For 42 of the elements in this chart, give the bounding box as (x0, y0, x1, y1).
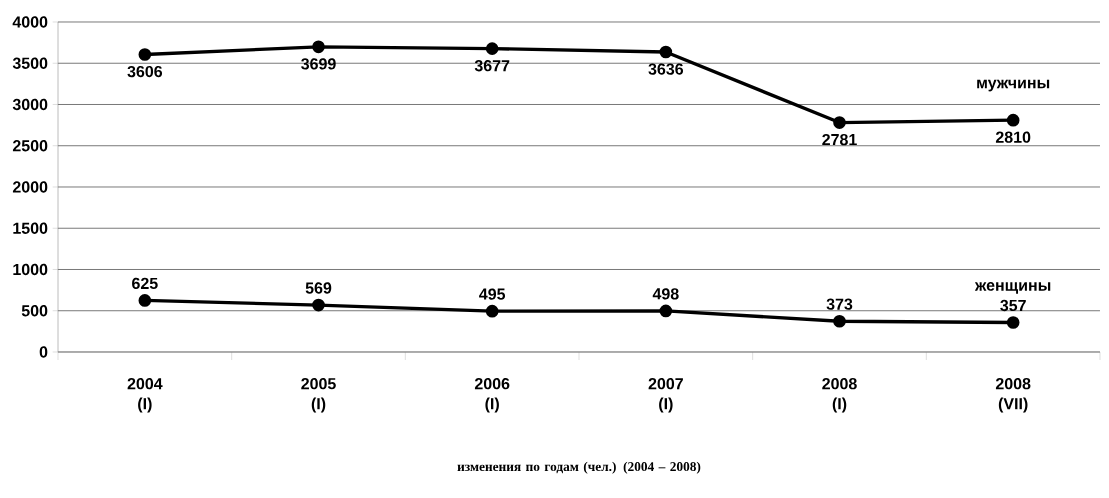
point (138, 294, 152, 307)
data-label: 357 (1000, 299, 1026, 312)
data-label: 373 (826, 298, 853, 310)
point (312, 40, 325, 54)
x-tick-label: 2004 (I) (127, 378, 163, 413)
point (659, 45, 673, 59)
y-tick-label: 2500 (12, 140, 48, 152)
data-label: 495 (479, 288, 506, 300)
data-label: 3677 (474, 60, 510, 72)
point (138, 48, 152, 61)
x-tick-label: 2008 (VII) (995, 378, 1031, 413)
point (485, 42, 499, 55)
x-axis-title: изменения по годам (чел.) (2004 – 2008) (457, 461, 701, 474)
point (1006, 316, 1020, 329)
x-tick-label: 2008 (I) (822, 378, 857, 413)
y-tick-label: 500 (21, 305, 48, 317)
point (833, 116, 846, 129)
series-label: мужчины (977, 79, 1050, 92)
y-tick-label: 3500 (12, 57, 48, 69)
y-tick-label: 1500 (13, 222, 48, 234)
data-label: 3606 (127, 65, 163, 78)
x-tick-label: 2007 (I) (648, 378, 683, 413)
y-tick-label: 0 (39, 346, 48, 358)
series-label: женщины (974, 282, 1051, 294)
data-label: 3636 (648, 63, 684, 75)
y-tick-label: 4000 (12, 16, 48, 28)
x-tick-label: 2006 (I) (474, 378, 510, 413)
x-tick-label: 2005 (I) (301, 378, 336, 413)
data-label: 625 (132, 277, 158, 290)
y-tick-label: 1000 (13, 263, 48, 276)
point (312, 298, 325, 312)
y-tick-label: 2000 (12, 181, 48, 193)
point (1006, 113, 1020, 127)
y-tick-label: 3000 (12, 98, 48, 111)
point (659, 304, 673, 318)
data-label: 2781 (822, 133, 857, 146)
data-label: 498 (652, 288, 679, 300)
point (485, 304, 499, 318)
data-label: 569 (305, 282, 332, 294)
data-label: 2810 (995, 131, 1031, 143)
point (833, 314, 846, 328)
data-label: 3699 (301, 58, 336, 70)
